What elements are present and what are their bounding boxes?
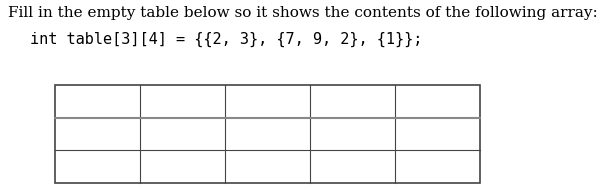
Text: int table[3][4] = {{2, 3}, {7, 9, 2}, {1}};: int table[3][4] = {{2, 3}, {7, 9, 2}, {1… bbox=[30, 32, 423, 47]
Bar bbox=[55, 85, 480, 183]
Text: Fill in the empty table below so it shows the contents of the following array:: Fill in the empty table below so it show… bbox=[8, 6, 598, 20]
